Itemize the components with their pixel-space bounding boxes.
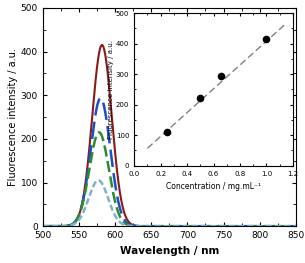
Point [198, 96, 203, 100]
Point [264, 37, 269, 41]
Point [165, 130, 170, 134]
Point [219, 74, 224, 78]
X-axis label: Concentration / mg.mL⁻¹: Concentration / mg.mL⁻¹ [166, 182, 261, 191]
Y-axis label: Fluorescence intensity / a.u.: Fluorescence intensity / a.u. [8, 48, 18, 186]
X-axis label: Wavelength / nm: Wavelength / nm [120, 246, 219, 256]
Y-axis label: Fluorescence intensity / a.u.: Fluorescence intensity / a.u. [109, 40, 114, 139]
